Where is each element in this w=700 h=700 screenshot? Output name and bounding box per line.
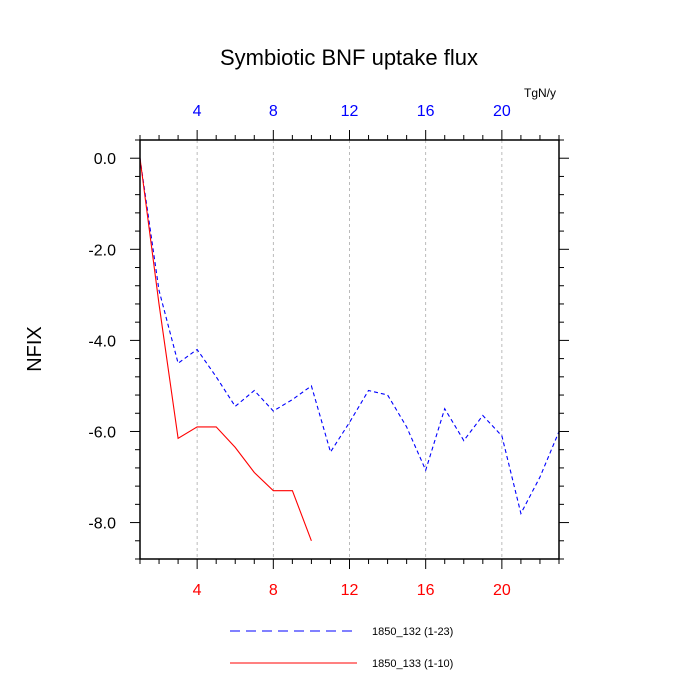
series-line-1 [139,158,312,541]
y-axis-label: NFIX [24,326,46,372]
series-layer [139,158,560,541]
axis-ticks: 4 4 8 8 12 12 16 16 20 20 0.0 -2.0 -4.0 -6.0 -8.0 [88,103,569,599]
x-tick-label-bottom: 12 [341,582,359,599]
x-tick-label-bottom: 4 [193,582,202,599]
x-tick-label-top: 16 [417,103,435,120]
x-tick-label-bottom: 20 [493,582,511,599]
plot-frame [139,139,560,560]
x-tick-label-bottom: 8 [269,582,278,599]
x-tick-label-top: 4 [193,103,202,120]
legend: 1850_132 (1-23) 1850_133 (1-10) [230,626,453,670]
x-tick-label-top: 20 [493,103,511,120]
y-tick-label: -8.0 [88,516,116,533]
y-tick-label: -2.0 [88,242,116,259]
legend-label-0: 1850_132 (1-23) [372,626,453,638]
y-tick-label: 0.0 [94,151,116,168]
x-tick-label-top: 8 [269,103,278,120]
x-tick-label-top: 12 [341,103,359,120]
gridlines [196,140,503,559]
y-tick-label: -6.0 [88,424,116,441]
chart-title: Symbiotic BNF uptake flux [220,45,478,70]
y-tick-label: -4.0 [88,333,116,350]
legend-label-1: 1850_133 (1-10) [372,658,453,670]
x-tick-label-bottom: 16 [417,582,435,599]
series-line-0 [139,158,560,516]
units-label: TgN/y [524,86,556,100]
